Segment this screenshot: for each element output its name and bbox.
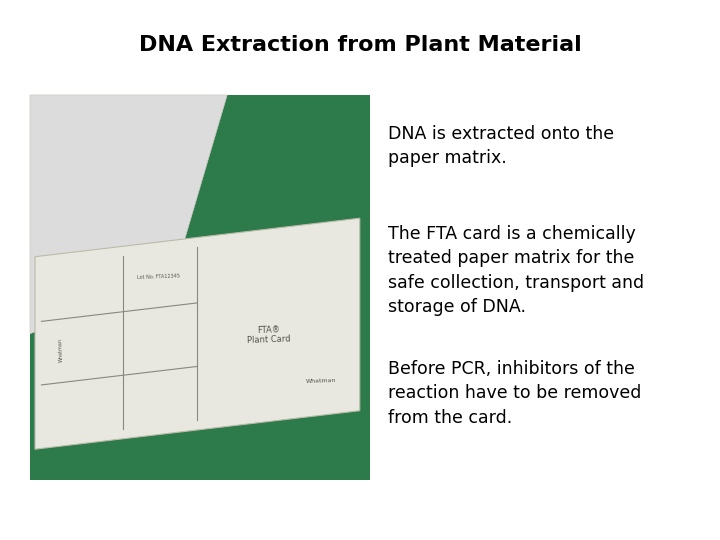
Text: FTA®
Plant Card: FTA® Plant Card <box>247 325 291 345</box>
Text: Before PCR, inhibitors of the
reaction have to be removed
from the card.: Before PCR, inhibitors of the reaction h… <box>388 360 642 427</box>
Text: Whatman: Whatman <box>305 377 336 384</box>
Polygon shape <box>35 218 360 449</box>
FancyBboxPatch shape <box>30 95 370 480</box>
Text: Whatman: Whatman <box>58 338 64 362</box>
Text: Lot No. FTA12345: Lot No. FTA12345 <box>137 273 180 280</box>
Text: DNA is extracted onto the
paper matrix.: DNA is extracted onto the paper matrix. <box>388 125 614 167</box>
Polygon shape <box>30 95 228 334</box>
Text: The FTA card is a chemically
treated paper matrix for the
safe collection, trans: The FTA card is a chemically treated pap… <box>388 225 644 316</box>
Text: DNA Extraction from Plant Material: DNA Extraction from Plant Material <box>139 35 581 55</box>
